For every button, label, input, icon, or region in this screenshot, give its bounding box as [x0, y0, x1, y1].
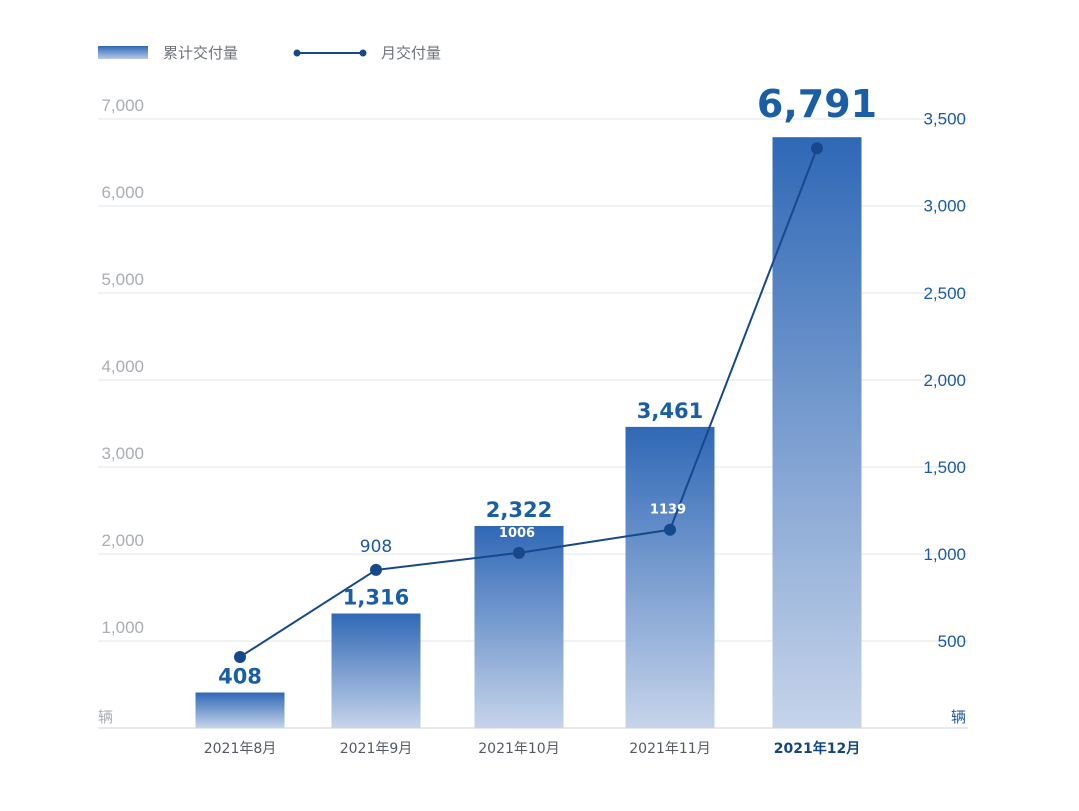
right-tick-label-1: 1,000	[923, 545, 966, 564]
left-tick-label-2: 3,000	[101, 444, 144, 463]
left-tick-label-5: 6,000	[101, 183, 144, 202]
x-tick-label-3: 2021年11月	[629, 741, 710, 757]
x-axis: 2021年8月 2021年9月 2021年10月 2021年11月 2021年12月	[98, 727, 968, 757]
monthly-line	[234, 142, 823, 663]
left-tick-label-6: 7,000	[101, 96, 144, 115]
left-tick-label-4: 5,000	[101, 270, 144, 289]
monthly-value-label-1: 908	[360, 537, 392, 557]
monthly-value-label-3: 1139	[650, 503, 686, 518]
right-tick-label-3: 2,000	[923, 371, 966, 390]
right-axis: 500 1,000 1,500 2,000 2,500 3,000 3,500 辆	[923, 110, 966, 726]
left-tick-label-1: 2,000	[101, 531, 144, 550]
left-axis-unit: 辆	[98, 708, 113, 726]
monthly-value-label-2: 1006	[499, 526, 535, 541]
legend-bar-swatch	[98, 46, 148, 59]
monthly-value-label-4: 3330	[797, 121, 833, 136]
legend-line-dot-left	[293, 49, 301, 57]
right-tick-label-5: 3,000	[923, 197, 966, 216]
bars	[195, 137, 862, 729]
x-tick-label-4: 2021年12月	[774, 740, 860, 757]
x-tick-label-1: 2021年9月	[340, 741, 413, 757]
monthly-point-0	[234, 650, 246, 663]
bar-value-label-3: 3,461	[637, 399, 703, 423]
x-tick-label-0: 2021年8月	[204, 741, 277, 757]
legend-bar-label: 累计交付量	[163, 44, 238, 62]
bar-0	[195, 692, 285, 728]
right-tick-label-2: 1,500	[923, 458, 966, 477]
data-labels: 408 1,316 2,322 3,461 6,791 908 1006 1139 3330	[218, 82, 877, 688]
monthly-point-2	[513, 546, 525, 559]
bar-value-label-2: 2,322	[486, 498, 552, 522]
x-tick-label-2: 2021年10月	[478, 741, 559, 757]
left-tick-label-0: 1,000	[101, 618, 144, 637]
bar-4	[772, 137, 862, 729]
right-tick-label-4: 2,500	[923, 284, 966, 303]
left-axis: 1,000 2,000 3,000 4,000 5,000 6,000 7,000 辆	[98, 96, 144, 726]
monthly-point-3	[664, 523, 676, 536]
bar-value-label-4: 6,791	[757, 82, 877, 126]
bar-3	[625, 426, 715, 728]
right-tick-label-6: 3,500	[923, 110, 966, 129]
monthly-point-4	[811, 142, 823, 155]
bar-value-label-0: 408	[218, 665, 262, 689]
left-tick-label-3: 4,000	[101, 357, 144, 376]
legend-line-label: 月交付量	[381, 44, 441, 62]
bar-1	[331, 613, 421, 728]
monthly-point-1	[370, 563, 382, 576]
right-axis-unit: 辆	[951, 708, 966, 726]
legend-line-dot-right	[359, 49, 367, 57]
bar-value-label-1: 1,316	[343, 586, 409, 610]
legend: 累计交付量 月交付量	[98, 44, 441, 62]
right-tick-label-0: 500	[938, 632, 966, 651]
bar-2	[474, 525, 564, 728]
